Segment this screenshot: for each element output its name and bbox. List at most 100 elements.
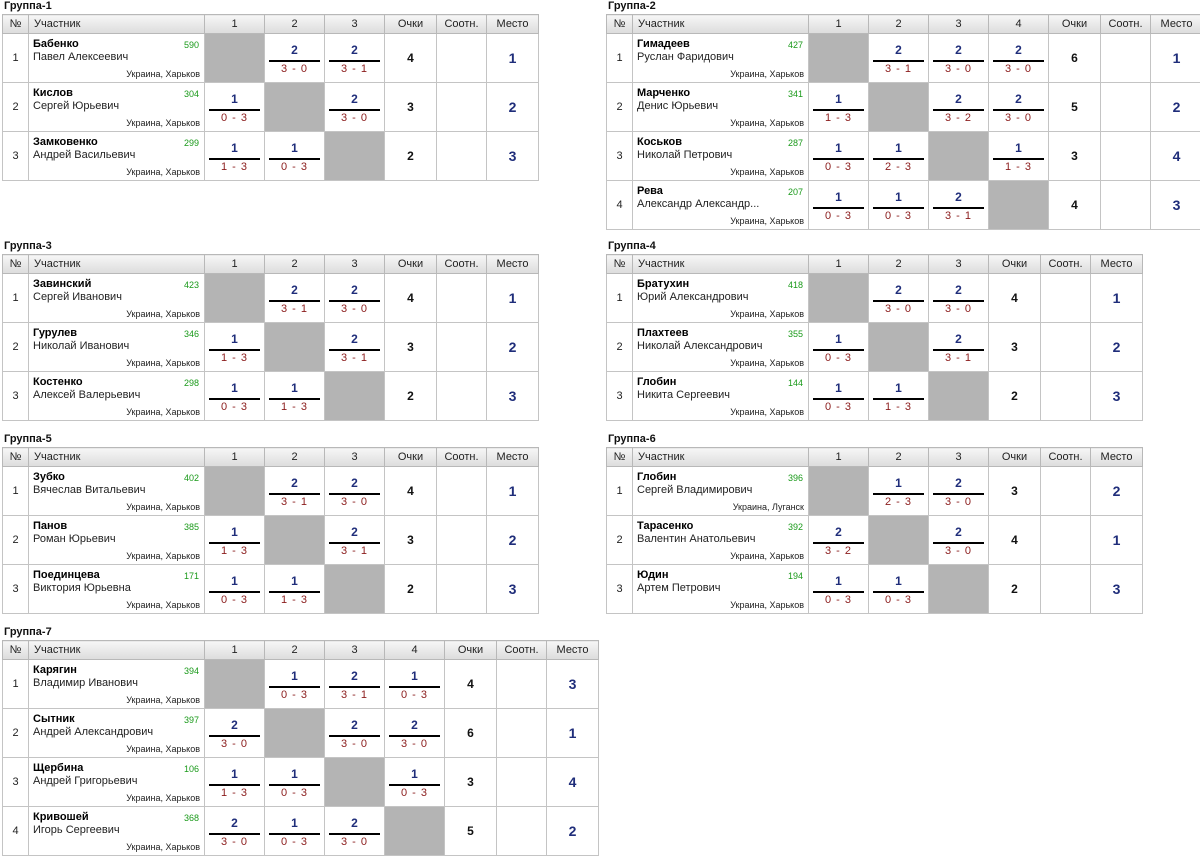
match-result-cell[interactable]: 1 1 - 3 xyxy=(204,757,265,807)
participant-surname[interactable]: Карягин xyxy=(33,664,77,676)
participant-cell[interactable]: Плахтеев 355 Николай Александрович Украина,… xyxy=(632,322,809,372)
match-result-cell[interactable]: 1 0 - 3 xyxy=(868,180,929,230)
match-result-cell[interactable]: 2 3 - 0 xyxy=(324,82,385,132)
participant-surname[interactable]: Братухин xyxy=(637,278,690,290)
match-result-cell[interactable]: 1 1 - 3 xyxy=(204,322,265,372)
participant-cell[interactable]: Глобин 396 Сергей Владимирович Украина, Луг… xyxy=(632,466,809,516)
match-result-cell[interactable]: 2 3 - 0 xyxy=(868,273,929,323)
participant-surname[interactable]: Гурулев xyxy=(33,327,78,339)
participant-surname[interactable]: Замковенко xyxy=(33,136,98,148)
participant-cell[interactable]: Бабенко 590 Павел Алексеевич Украина, Харьк… xyxy=(28,33,205,83)
match-result-cell[interactable]: 1 1 - 3 xyxy=(204,515,265,565)
participant-surname[interactable]: Кислов xyxy=(33,87,73,99)
participant-surname[interactable]: Щербина xyxy=(33,762,84,774)
match-result-cell[interactable]: 1 0 - 3 xyxy=(264,131,325,181)
participant-surname[interactable]: Тарасенко xyxy=(637,520,694,532)
match-result-cell[interactable]: 2 3 - 1 xyxy=(264,273,325,323)
match-result-cell[interactable]: 1 0 - 3 xyxy=(204,82,265,132)
participant-cell[interactable]: Рева 207 Александр Александр... Украина, Ха… xyxy=(632,180,809,230)
participant-surname[interactable]: Кривошей xyxy=(33,811,89,823)
match-result-cell[interactable]: 1 1 - 3 xyxy=(264,564,325,614)
match-result-cell[interactable]: 1 0 - 3 xyxy=(808,564,869,614)
participant-cell[interactable]: Завинский 423 Сергей Иванович Украина, Харь… xyxy=(28,273,205,323)
match-result-cell[interactable]: 1 0 - 3 xyxy=(808,371,869,421)
match-result-cell[interactable]: 1 0 - 3 xyxy=(868,564,929,614)
match-result-cell[interactable]: 1 1 - 3 xyxy=(868,371,929,421)
participant-cell[interactable]: Глобин 144 Никита Сергеевич Украина, Харько… xyxy=(632,371,809,421)
participant-cell[interactable]: Панов 385 Роман Юрьевич Украина, Харьков xyxy=(28,515,205,565)
match-result-cell[interactable]: 1 0 - 3 xyxy=(204,371,265,421)
match-result-cell[interactable]: 1 2 - 3 xyxy=(868,466,929,516)
participant-cell[interactable]: Костенко 298 Алексей Валерьевич Украина, Ха… xyxy=(28,371,205,421)
participant-surname[interactable]: Панов xyxy=(33,520,68,532)
match-result-cell[interactable]: 2 3 - 0 xyxy=(324,466,385,516)
match-result-cell[interactable]: 2 3 - 0 xyxy=(384,708,445,758)
match-result-cell[interactable]: 2 3 - 1 xyxy=(324,33,385,83)
match-result-cell[interactable]: 1 2 - 3 xyxy=(868,131,929,181)
match-result-cell[interactable]: 2 3 - 0 xyxy=(928,273,989,323)
match-result-cell[interactable]: 2 3 - 1 xyxy=(324,515,385,565)
match-result-cell[interactable]: 2 3 - 0 xyxy=(324,806,385,856)
match-result-cell[interactable]: 2 3 - 0 xyxy=(928,515,989,565)
participant-cell[interactable]: Гимадеев 427 Руслан Фаридович Украина, Харь… xyxy=(632,33,809,83)
participant-surname[interactable]: Глобин xyxy=(637,471,677,483)
participant-cell[interactable]: Карягин 394 Владимир Иванович Украина, Харь… xyxy=(28,659,205,709)
match-result-cell[interactable]: 1 1 - 3 xyxy=(264,371,325,421)
participant-cell[interactable]: Коськов 287 Николай Петрович Украина, Харьк… xyxy=(632,131,809,181)
match-result-cell[interactable]: 2 3 - 0 xyxy=(324,273,385,323)
match-result-cell[interactable]: 1 0 - 3 xyxy=(204,564,265,614)
match-result-cell[interactable]: 1 0 - 3 xyxy=(808,322,869,372)
participant-cell[interactable]: Марченко 341 Денис Юрьевич Украина, Харьков xyxy=(632,82,809,132)
participant-cell[interactable]: Тарасенко 392 Валентин Анатольевич Украина,… xyxy=(632,515,809,565)
match-result-cell[interactable]: 1 0 - 3 xyxy=(384,659,445,709)
match-result-cell[interactable]: 1 0 - 3 xyxy=(264,757,325,807)
participant-surname[interactable]: Поединцева xyxy=(33,569,100,581)
match-result-cell[interactable]: 1 0 - 3 xyxy=(808,131,869,181)
match-result-cell[interactable]: 2 3 - 0 xyxy=(988,82,1049,132)
match-result-cell[interactable]: 2 3 - 1 xyxy=(324,659,385,709)
match-result-cell[interactable]: 1 0 - 3 xyxy=(808,180,869,230)
match-result-cell[interactable]: 2 3 - 0 xyxy=(928,33,989,83)
participant-cell[interactable]: Братухин 418 Юрий Александрович Украина, Ха… xyxy=(632,273,809,323)
participant-cell[interactable]: Кривошей 368 Игорь Сергеевич Украина, Харьк… xyxy=(28,806,205,856)
participant-cell[interactable]: Щербина 106 Андрей Григорьевич Украина, Хар… xyxy=(28,757,205,807)
match-result-cell[interactable]: 1 1 - 3 xyxy=(204,131,265,181)
match-result-cell[interactable]: 2 3 - 0 xyxy=(928,466,989,516)
participant-cell[interactable]: Юдин 194 Артем Петрович Украина, Харьков xyxy=(632,564,809,614)
match-result-cell[interactable]: 1 0 - 3 xyxy=(384,757,445,807)
participant-surname[interactable]: Бабенко xyxy=(33,38,79,50)
match-result-cell[interactable]: 1 0 - 3 xyxy=(264,806,325,856)
participant-cell[interactable]: Поединцева 171 Виктория Юрьевна Украина, Ха… xyxy=(28,564,205,614)
match-result-cell[interactable]: 1 0 - 3 xyxy=(264,659,325,709)
match-result-cell[interactable]: 2 3 - 0 xyxy=(204,708,265,758)
participant-cell[interactable]: Замковенко 299 Андрей Васильевич Украина, Х… xyxy=(28,131,205,181)
participant-surname[interactable]: Плахтеев xyxy=(637,327,689,339)
match-result-cell[interactable]: 2 3 - 1 xyxy=(264,466,325,516)
participant-cell[interactable]: Кислов 304 Сергей Юрьевич Украина, Харьков xyxy=(28,82,205,132)
match-result-cell[interactable]: 2 3 - 0 xyxy=(264,33,325,83)
participant-surname[interactable]: Юдин xyxy=(637,569,669,581)
match-result-cell[interactable]: 2 3 - 1 xyxy=(868,33,929,83)
match-result-cell[interactable]: 2 3 - 1 xyxy=(928,180,989,230)
participant-surname[interactable]: Глобин xyxy=(637,376,677,388)
participant-cell[interactable]: Сытник 397 Андрей Александрович Украина, Ха… xyxy=(28,708,205,758)
match-result-cell[interactable]: 1 1 - 3 xyxy=(808,82,869,132)
match-result-cell[interactable]: 2 3 - 1 xyxy=(324,322,385,372)
participant-surname[interactable]: Завинский xyxy=(33,278,92,290)
participant-surname[interactable]: Гимадеев xyxy=(637,38,690,50)
participant-cell[interactable]: Зубко 402 Вячеслав Витальевич Украина, Харь… xyxy=(28,466,205,516)
match-result-cell[interactable]: 2 3 - 1 xyxy=(928,322,989,372)
match-result-cell[interactable]: 1 1 - 3 xyxy=(988,131,1049,181)
participant-surname[interactable]: Коськов xyxy=(637,136,683,148)
match-result-cell[interactable]: 2 3 - 0 xyxy=(324,708,385,758)
match-result-cell[interactable]: 2 3 - 0 xyxy=(988,33,1049,83)
participant-surname[interactable]: Марченко xyxy=(637,87,691,99)
match-result-cell[interactable]: 2 3 - 2 xyxy=(928,82,989,132)
match-result-cell[interactable]: 2 3 - 2 xyxy=(808,515,869,565)
participant-surname[interactable]: Рева xyxy=(637,185,663,197)
participant-surname[interactable]: Костенко xyxy=(33,376,83,388)
participant-cell[interactable]: Гурулев 346 Николай Иванович Украина, Харьк… xyxy=(28,322,205,372)
participant-surname[interactable]: Сытник xyxy=(33,713,75,725)
participant-surname[interactable]: Зубко xyxy=(33,471,65,483)
match-result-cell[interactable]: 2 3 - 0 xyxy=(204,806,265,856)
